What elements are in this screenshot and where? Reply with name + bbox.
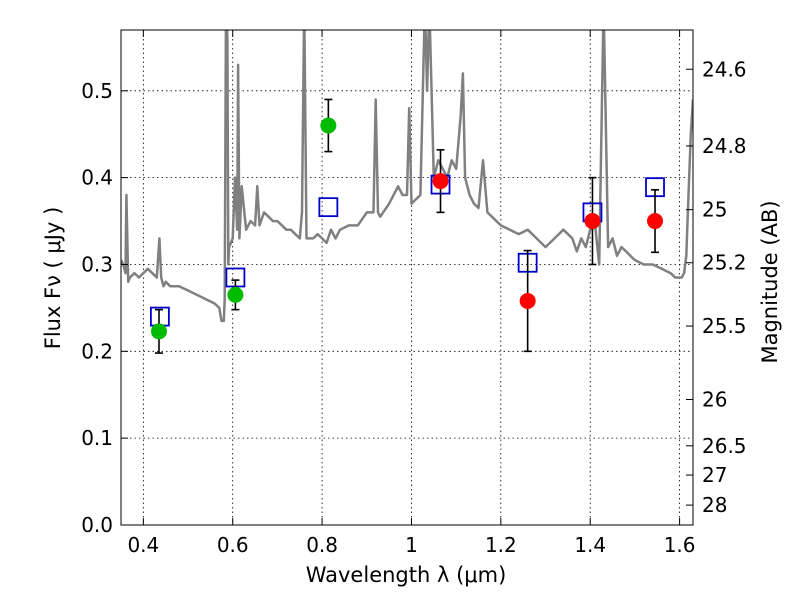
red-point — [584, 213, 601, 230]
y-tick-label: 0.0 — [81, 513, 113, 537]
model-spectrum-line — [121, 30, 693, 323]
x-tick-label: 0.8 — [306, 533, 338, 557]
plot-area — [121, 30, 693, 354]
x-tick-label: 1 — [405, 533, 418, 557]
red-point — [432, 173, 449, 190]
green-point — [320, 117, 337, 134]
red-point — [519, 292, 536, 309]
y-tick-label: 0.4 — [81, 166, 113, 190]
right-tick-label: 26 — [702, 388, 727, 412]
green-point — [227, 286, 244, 303]
right-tick-label: 25.5 — [702, 314, 747, 338]
right-tick-label: 26.5 — [702, 434, 747, 458]
y-axis-label: Flux Fν ( μJy ) — [41, 207, 65, 350]
x-tick-label: 0.6 — [217, 533, 249, 557]
x-tick-label: 0.4 — [127, 533, 159, 557]
x-tick-label: 1.6 — [664, 533, 696, 557]
axes: 0.4 0.6 0.8 1 1.2 1.4 1.6 0.0 0.1 0.2 0.3 0.4 0.5 24.… — [81, 30, 747, 557]
x-tick-label: 1.4 — [574, 533, 606, 557]
red-point — [647, 213, 664, 230]
right-tick-label: 24.6 — [702, 57, 747, 81]
plot-frame — [120, 29, 694, 526]
right-tick-label: 25 — [702, 198, 727, 222]
right-axis-label: Magnitude (AB) — [758, 200, 782, 363]
right-tick-label: 28 — [702, 493, 727, 517]
y-tick-label: 0.5 — [81, 79, 113, 103]
y-tick-label: 0.2 — [81, 339, 113, 363]
right-tick-label: 25.2 — [702, 251, 747, 275]
grid-lines — [121, 30, 693, 526]
x-tick-label: 1.2 — [485, 533, 517, 557]
y-tick-label: 0.1 — [81, 426, 113, 450]
model-square — [318, 197, 339, 218]
right-tick-label: 24.8 — [702, 134, 747, 158]
y-tick-label: 0.3 — [81, 252, 113, 276]
green-point — [150, 323, 167, 340]
right-tick-label: 27 — [702, 463, 727, 487]
x-axis-label: Wavelength λ (μm) — [306, 563, 507, 587]
